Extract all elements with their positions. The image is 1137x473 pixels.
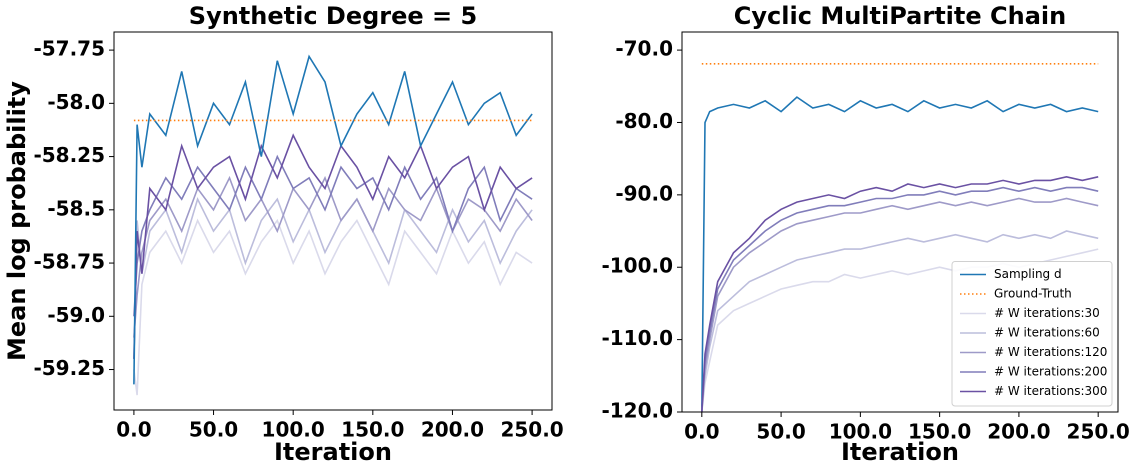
series-line (133, 218, 533, 396)
y-tick-label: -100.0 (601, 254, 673, 278)
series-line (133, 54, 533, 385)
series-line (701, 230, 1099, 413)
x-tick-label: 150.0 (908, 420, 971, 444)
legend-label: # W iterations:120 (994, 345, 1107, 359)
series-line (133, 197, 533, 359)
y-tick-label: -59.0 (47, 303, 105, 327)
x-tick-label: 250.0 (500, 418, 563, 442)
series-line (701, 96, 1099, 413)
x-tick-label: 200.0 (421, 418, 484, 442)
x-tick-label: 150.0 (341, 418, 404, 442)
x-tick-label: 200.0 (987, 420, 1050, 444)
legend-label: Ground-Truth (994, 287, 1072, 301)
y-tick-label: -58.75 (33, 250, 105, 274)
y-tick-label: -59.25 (33, 356, 105, 380)
series-line (701, 197, 1099, 413)
legend-label: # W iterations:200 (994, 365, 1107, 379)
y-tick-label: -90.0 (615, 181, 673, 205)
legend-label: # W iterations:60 (994, 326, 1100, 340)
x-tick-label: 50.0 (756, 420, 805, 444)
x-tick-label: 100.0 (829, 420, 892, 444)
series-line (133, 154, 533, 317)
y-tick-label: -70.0 (615, 37, 673, 61)
y-tick-label: -58.25 (33, 143, 105, 167)
plot-frame (113, 31, 553, 411)
y-tick-label: -80.0 (615, 109, 673, 133)
x-tick-label: 50.0 (189, 418, 238, 442)
series-line (701, 175, 1099, 413)
series-line (701, 186, 1099, 413)
plot-frame (681, 31, 1119, 413)
chart-title: Cyclic MultiPartite Chain (734, 2, 1066, 30)
y-tick-label: -58.0 (47, 90, 105, 114)
x-tick-label: 0.0 (116, 418, 151, 442)
x-axis-label: Iteration (274, 438, 392, 466)
legend: Sampling d Ground-Truth # W iterations:30 #… (951, 261, 1113, 407)
chart-title: Synthetic Degree = 5 (189, 2, 477, 30)
x-tick-label: 100.0 (262, 418, 325, 442)
y-tick-label: -120.0 (601, 399, 673, 423)
x-tick-label: 0.0 (684, 420, 719, 444)
legend-label: # W iterations:30 (994, 306, 1100, 320)
legend-box (951, 261, 1113, 407)
legend-label: Sampling d (994, 267, 1062, 281)
y-tick-label: -57.75 (33, 37, 105, 61)
y-axis-label: Mean log probability (3, 81, 31, 361)
x-tick-label: 250.0 (1067, 420, 1130, 444)
y-tick-label: -110.0 (601, 326, 673, 350)
x-axis-label: Iteration (841, 438, 959, 466)
y-tick-label: -58.5 (47, 196, 105, 220)
series-line (133, 133, 533, 359)
legend-label: # W iterations:300 (994, 384, 1107, 398)
